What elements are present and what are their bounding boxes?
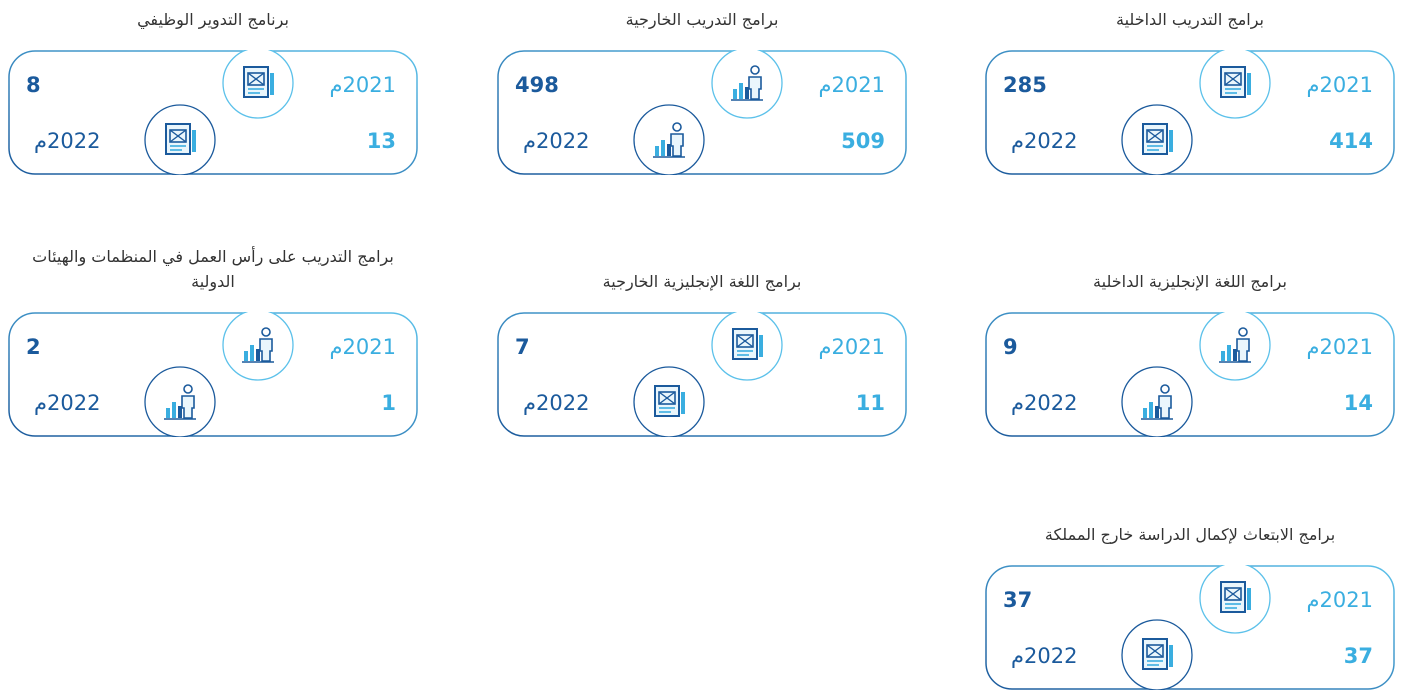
year-label-2022: 2022م [523, 391, 590, 415]
card-frame [8, 312, 418, 437]
card-title: برنامج التدوير الوظيفي [137, 10, 289, 29]
card-border [985, 565, 1395, 690]
document-icon [1142, 638, 1173, 670]
card-frame [497, 50, 907, 175]
year-label-2021: 2021م [329, 335, 396, 359]
year-label-2022: 2022م [1011, 129, 1078, 153]
year-label-2022: 2022م [1011, 391, 1078, 415]
value-2021: 498 [515, 73, 559, 97]
card-title: برامج التدريب الخارجية [625, 10, 779, 29]
value-2021: 2 [26, 335, 41, 359]
card-title: برامج التدريب على رأس العمل في المنظمات … [32, 247, 394, 291]
value-2021: 8 [26, 73, 41, 97]
year-label-2022: 2022م [34, 129, 101, 153]
card-border [497, 50, 907, 175]
card: 2021م 13 8 2022م [8, 50, 418, 175]
person-chart-icon [164, 384, 196, 420]
year-label-2022: 2022م [1011, 644, 1078, 668]
year-label-2022: 2022م [523, 129, 590, 153]
icon-circle [711, 50, 783, 119]
card: 2021م 37 37 2022م [985, 565, 1395, 690]
value-2021: 285 [1003, 73, 1047, 97]
card: 2021م 1 2 2022م [8, 312, 418, 437]
value-2021: 9 [1003, 335, 1018, 359]
value-2022: 14 [1343, 391, 1373, 415]
document-icon [243, 66, 274, 98]
card-frame [985, 312, 1395, 437]
card-title-box: برامج اللغة الإنجليزية الداخلية [985, 222, 1395, 294]
card-border [8, 312, 418, 437]
card-frame [497, 312, 907, 437]
card-title: برامج الابتعاث لإكمال الدراسة خارج الممل… [1044, 525, 1336, 544]
person-chart-icon [1141, 384, 1173, 420]
value-2022: 13 [366, 129, 396, 153]
year-label-2021: 2021م [1306, 73, 1373, 97]
card-title-box: برامج التدريب الخارجية [497, 0, 907, 32]
document-icon [1220, 581, 1251, 613]
card-title-box: برامج اللغة الإنجليزية الخارجية [497, 222, 907, 294]
card: 2021م 414 285 2022م [985, 50, 1395, 175]
year-label-2021: 2021م [818, 335, 885, 359]
card-title-box: برامج التدريب الداخلية [985, 0, 1395, 32]
person-chart-icon [731, 65, 763, 101]
card: 2021م 14 9 2022م [985, 312, 1395, 437]
card-title: برامج اللغة الإنجليزية الداخلية [1093, 272, 1287, 291]
value-2021: 7 [515, 335, 530, 359]
card-border [985, 312, 1395, 437]
icon-circle [633, 104, 705, 175]
icon-circle [222, 312, 294, 381]
card-title: برامج التدريب الداخلية [1116, 10, 1264, 29]
card: 2021م 11 7 2022م [497, 312, 907, 437]
value-2022: 11 [855, 391, 885, 415]
person-chart-icon [242, 327, 274, 363]
card-title-box: برامج الابتعاث لإكمال الدراسة خارج الممل… [985, 475, 1395, 547]
card-title-box: برامج التدريب على رأس العمل في المنظمات … [8, 222, 418, 294]
document-icon [1142, 123, 1173, 155]
icon-circle [144, 366, 216, 437]
card-title-box: برنامج التدوير الوظيفي [8, 0, 418, 32]
year-label-2022: 2022م [34, 391, 101, 415]
document-icon [732, 328, 763, 360]
year-label-2021: 2021م [329, 73, 396, 97]
card-border [985, 50, 1395, 175]
value-2022: 37 [1343, 644, 1373, 668]
card: 2021م 509 498 2022م [497, 50, 907, 175]
card-title: برامج اللغة الإنجليزية الخارجية [602, 272, 802, 291]
document-icon [165, 123, 196, 155]
value-2022: 509 [841, 129, 885, 153]
value-2022: 1 [381, 391, 396, 415]
year-label-2021: 2021م [1306, 588, 1373, 612]
card-frame [985, 50, 1395, 175]
card-frame [985, 565, 1395, 690]
value-2021: 37 [1003, 588, 1033, 612]
card-border [497, 312, 907, 437]
card-border [8, 50, 418, 175]
document-icon [654, 385, 685, 417]
person-chart-icon [1219, 327, 1251, 363]
document-icon [1220, 66, 1251, 98]
card-frame [8, 50, 418, 175]
value-2022: 414 [1329, 129, 1373, 153]
person-chart-icon [653, 122, 685, 158]
year-label-2021: 2021م [1306, 335, 1373, 359]
icon-circle [1121, 366, 1193, 437]
year-label-2021: 2021م [818, 73, 885, 97]
icon-circle [1199, 312, 1271, 381]
